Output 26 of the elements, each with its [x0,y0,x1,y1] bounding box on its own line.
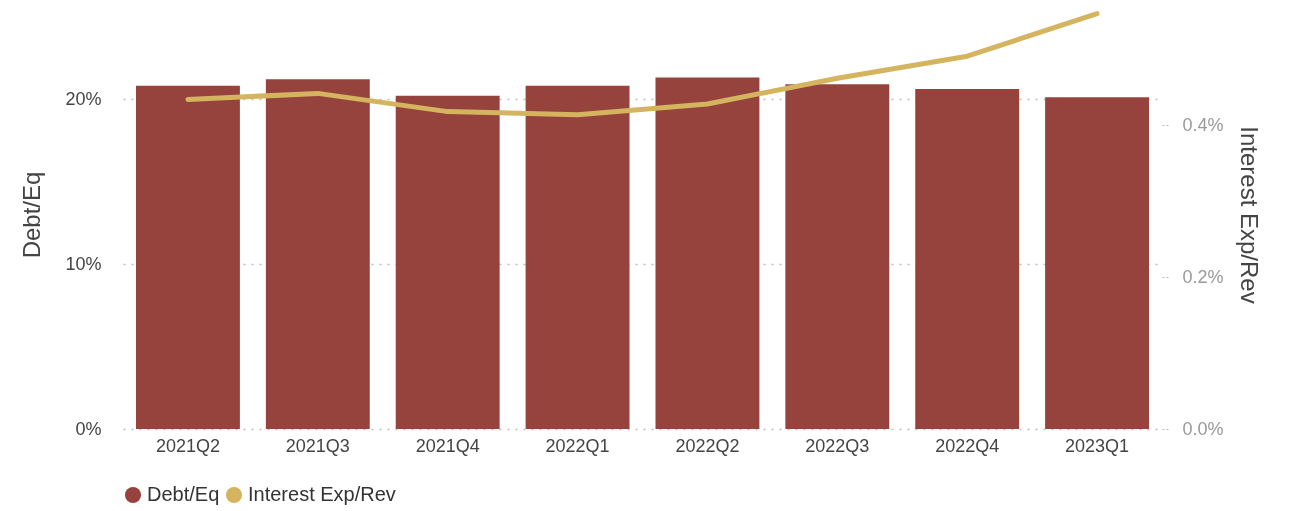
y2-tick-label: 0.4% [1182,114,1224,135]
bar [265,79,370,429]
y2-tick-label: 0.2% [1182,266,1224,287]
legend-label: Debt/Eq [147,483,220,505]
bar [785,84,890,429]
bar [525,85,630,429]
bar [395,95,500,429]
y-tick-label: 10% [65,253,102,274]
x-tick-label: 2022Q3 [805,435,870,456]
x-tick-label: 2021Q3 [285,435,350,456]
y-axis-title: Debt/Eq [18,171,46,259]
y-tick-label: 20% [65,88,102,109]
x-tick-label: 2021Q2 [155,435,220,456]
x-tick-label: 2022Q4 [935,435,1000,456]
bar [135,85,240,429]
y-tick-label: 0% [75,418,102,439]
x-tick-label: 2022Q2 [675,435,740,456]
x-tick-label: 2022Q1 [545,435,610,456]
x-tick-label: 2023Q1 [1065,435,1130,456]
y2-tick-label: 0.0% [1182,418,1224,439]
bar [655,77,760,429]
bar [915,89,1020,429]
bar [1045,97,1150,429]
x-tick-label: 2021Q4 [415,435,480,456]
y2-axis-title: Interest Exp/Rev [1235,126,1263,304]
legend-label: Interest Exp/Rev [248,483,396,505]
